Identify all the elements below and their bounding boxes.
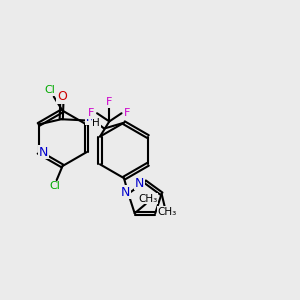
Text: N: N	[85, 111, 94, 124]
Text: F: F	[106, 97, 112, 107]
Text: H: H	[92, 118, 100, 128]
Text: N: N	[39, 146, 48, 159]
Text: Cl: Cl	[49, 182, 60, 191]
Text: CH₃: CH₃	[158, 207, 177, 217]
Text: N: N	[121, 186, 130, 199]
Text: F: F	[124, 108, 130, 118]
Text: N: N	[135, 177, 144, 190]
Text: F: F	[88, 108, 94, 118]
Text: CH₃: CH₃	[139, 194, 158, 204]
Text: Cl: Cl	[45, 85, 56, 95]
Text: O: O	[57, 90, 67, 103]
